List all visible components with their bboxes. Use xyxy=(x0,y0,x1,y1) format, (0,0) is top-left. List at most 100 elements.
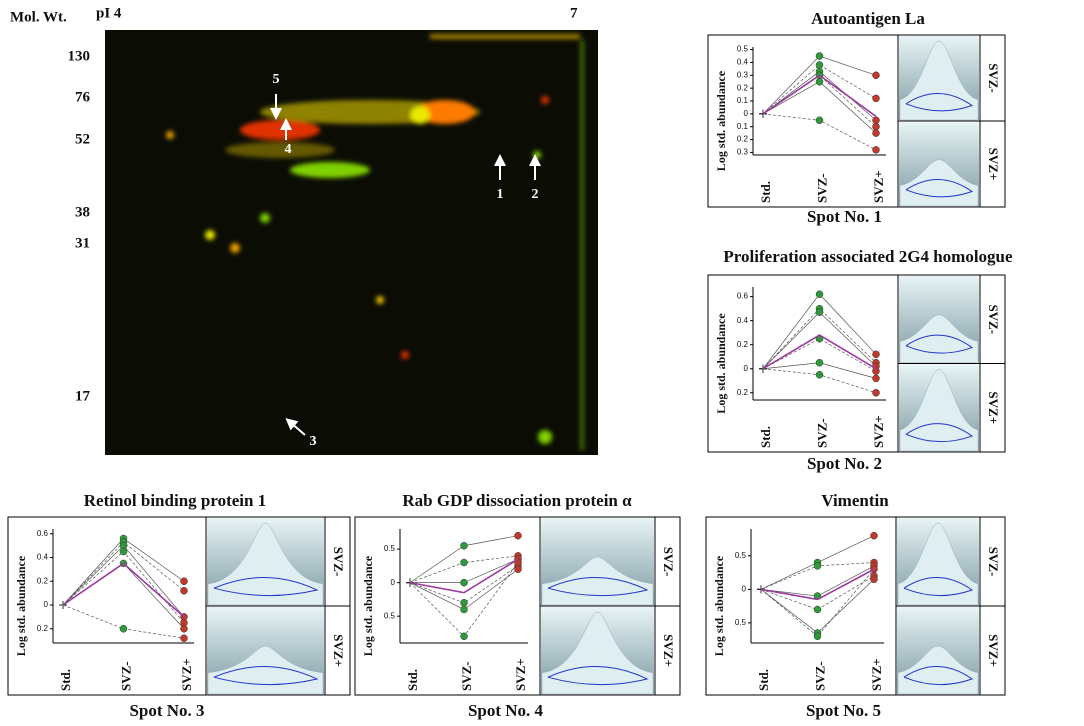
arrow-label: 4 xyxy=(285,142,292,157)
sample-point xyxy=(815,61,824,69)
spot-outline xyxy=(905,93,974,112)
panel-title: Retinol binding protein 1 xyxy=(84,491,266,510)
panel: Proliferation associated 2G4 homologue Sp… xyxy=(707,247,1013,473)
sample-point xyxy=(180,587,188,595)
mw-label: Mol. Wt. xyxy=(10,9,67,25)
sample-point xyxy=(815,290,824,298)
arrow-label: 5 xyxy=(273,72,280,87)
spot-outline xyxy=(547,577,649,597)
sample-point xyxy=(119,625,128,633)
y-tick-label: 0.5 xyxy=(735,618,747,627)
panel-title: Proliferation associated 2G4 homologue xyxy=(723,247,1013,266)
arrow-label: 2 xyxy=(532,187,539,202)
y-tick-label: 0.4 xyxy=(737,58,749,67)
sample-point xyxy=(813,605,822,614)
y-tick-label: 0 xyxy=(391,578,396,587)
sample-point xyxy=(872,129,880,137)
mw-marker: 38 xyxy=(75,204,90,220)
sample-line xyxy=(62,604,185,639)
sample-point xyxy=(813,632,822,641)
image-label: SVZ- xyxy=(986,547,1001,577)
sample-point xyxy=(815,77,824,86)
sample-point xyxy=(872,350,880,359)
sample-point xyxy=(759,364,767,373)
sample-point xyxy=(514,565,522,573)
surface-peak xyxy=(207,522,324,606)
spot-label: Spot No. 2 xyxy=(807,454,882,473)
mean-line xyxy=(760,568,875,601)
sample-line xyxy=(62,545,185,618)
y-tick-label: 0.5 xyxy=(384,544,396,553)
sample-point xyxy=(872,71,880,80)
panel: Vimentin Spot No. 5 Log std. abundance 0.5 0… xyxy=(705,491,1006,720)
sample-point xyxy=(460,632,468,641)
sample-point xyxy=(870,575,878,584)
x-tick-label: Std. xyxy=(758,426,773,448)
sample-point xyxy=(872,122,880,131)
panel: Retinol binding protein 1 Spot No. 3 Log s… xyxy=(7,491,351,720)
x-tick-label: Std. xyxy=(758,181,773,203)
spot-outline xyxy=(903,666,974,686)
y-tick-label: 0.4 xyxy=(37,553,49,562)
spot-outline xyxy=(905,179,974,198)
sample-point xyxy=(872,374,880,383)
y-axis-label: Log std. abundance xyxy=(14,555,28,656)
x-tick-label: SVZ- xyxy=(814,418,829,448)
gel-image xyxy=(105,30,598,455)
arrow-label: 3 xyxy=(310,434,317,449)
spot-label: Spot No. 5 xyxy=(806,701,881,720)
image-label: SVZ- xyxy=(331,547,346,577)
y-tick-label: 0 xyxy=(742,584,747,593)
panel-title: Vimentin xyxy=(821,491,889,510)
y-tick-label: 0.2 xyxy=(37,576,49,585)
y-tick-label: 0.3 xyxy=(737,148,749,157)
y-tick-label: 0.2 xyxy=(737,388,749,397)
sample-point xyxy=(180,625,188,633)
x-tick-label: SVZ+ xyxy=(871,415,886,448)
sample-line xyxy=(62,562,185,629)
image-label: SVZ- xyxy=(661,547,676,577)
panel: Rab GDP dissociation protein α Spot No. 4… xyxy=(354,491,681,720)
spot-outline xyxy=(905,423,974,443)
mean-line xyxy=(762,74,877,118)
y-tick-label: 0.2 xyxy=(37,624,49,633)
sample-point xyxy=(460,599,468,607)
x-tick-label: SVZ+ xyxy=(869,658,884,691)
y-axis-label: Log std. abundance xyxy=(714,70,728,171)
sample-point xyxy=(119,547,128,556)
sample-point xyxy=(815,52,824,60)
mw-marker: 130 xyxy=(68,48,91,64)
y-tick-label: 0.5 xyxy=(737,45,749,54)
sample-point xyxy=(813,562,822,570)
sample-point xyxy=(460,605,468,614)
y-axis-label: Log std. abundance xyxy=(361,555,375,656)
sample-line xyxy=(760,569,875,637)
sample-point xyxy=(870,531,878,540)
sample-point xyxy=(514,531,522,540)
sample-point xyxy=(872,389,880,397)
y-tick-label: 0.5 xyxy=(384,611,396,620)
image-label: SVZ- xyxy=(986,63,1001,93)
mean-line xyxy=(762,334,877,370)
mw-marker: 31 xyxy=(75,235,90,251)
pi-end: 7 xyxy=(570,5,578,21)
x-tick-label: SVZ- xyxy=(812,661,827,691)
y-tick-label: 0.1 xyxy=(737,96,749,105)
mean-line xyxy=(409,558,519,594)
mw-markers: 130 76 52 38 31 17 xyxy=(68,48,91,404)
y-tick-label: 0 xyxy=(744,364,749,373)
spot-outline xyxy=(905,334,974,354)
x-tick-label: Std. xyxy=(58,669,73,691)
spot-label: Spot No. 1 xyxy=(807,207,882,226)
y-tick-label: 0.5 xyxy=(735,551,747,560)
arrow-label: 1 xyxy=(497,187,504,202)
pi-start: pI 4 xyxy=(96,5,122,21)
arrow xyxy=(285,418,306,436)
y-tick-label: 0 xyxy=(44,600,49,609)
sample-point xyxy=(815,358,824,367)
panel-title: Autoantigen La xyxy=(811,9,925,28)
y-tick-label: 0.1 xyxy=(737,122,749,131)
panel-title: Rab GDP dissociation protein α xyxy=(402,491,632,510)
gel-arrows: 1 2 3 4 5 xyxy=(270,72,541,449)
sample-line xyxy=(762,338,877,372)
